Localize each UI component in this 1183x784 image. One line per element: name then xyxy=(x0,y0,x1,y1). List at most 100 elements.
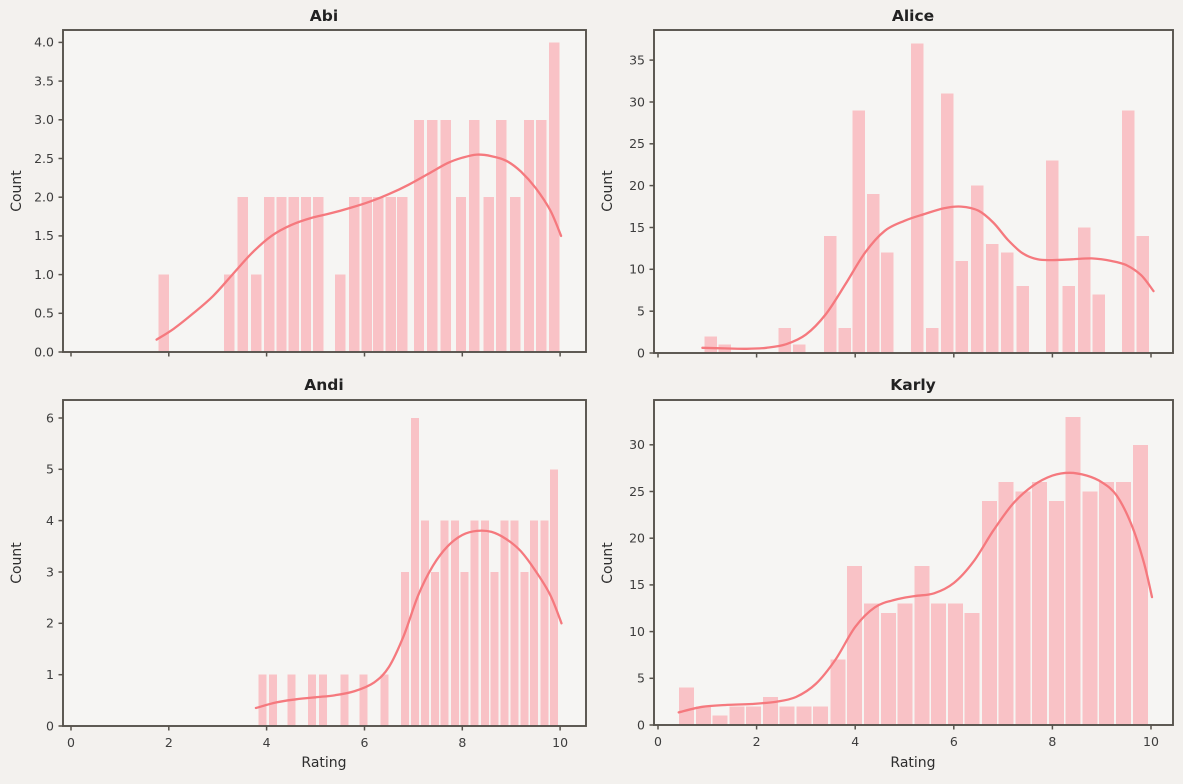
y-axis-label-andi: Count xyxy=(9,542,25,584)
x-tick-label: 10 xyxy=(1143,734,1159,749)
y-tick-label: 30 xyxy=(629,94,645,109)
y-tick-label: 10 xyxy=(629,262,645,277)
bar xyxy=(1001,252,1014,353)
bar xyxy=(981,500,997,725)
y-tick-label: 3 xyxy=(46,564,54,579)
y-tick-label: 5 xyxy=(637,671,645,686)
x-axis-label-andi: Rating xyxy=(301,755,347,771)
y-tick-label: 4.0 xyxy=(34,35,54,50)
x-tick-label: 4 xyxy=(851,734,859,749)
x-tick-label: 8 xyxy=(1048,734,1056,749)
y-tick-label: 4 xyxy=(46,513,54,528)
axes-spines-karly xyxy=(653,399,1174,726)
bar xyxy=(824,235,837,353)
kde-curve-abi xyxy=(155,153,563,341)
bar xyxy=(427,119,438,352)
subplot-abi: 0.0 0.5 1.0 1.5 2.0 2.5 3.0 3.5 4.0 xyxy=(34,29,587,359)
axes-spines-alice xyxy=(653,29,1174,354)
x-tick-label: 6 xyxy=(361,735,369,750)
bar xyxy=(695,706,711,725)
bar xyxy=(510,197,521,352)
y-tick-label: 35 xyxy=(629,52,645,67)
subplot-title-abi: Abi xyxy=(309,7,339,25)
x-axis-label-karly: Rating xyxy=(890,755,936,771)
bar xyxy=(1133,444,1149,725)
subplot-andi: 0 1 2 3 4 5 6 0 2 4 6 8 10 xyxy=(46,399,587,750)
x-tick-label: 2 xyxy=(165,735,173,750)
bar xyxy=(397,197,408,352)
bar xyxy=(971,185,984,353)
y-tick-label: 2 xyxy=(46,616,54,631)
bar xyxy=(1065,416,1081,725)
bar xyxy=(746,706,762,725)
y-tick-label: 6 xyxy=(46,410,54,425)
tick-marks-karly xyxy=(649,444,1152,730)
bar xyxy=(1015,491,1031,725)
y-tick-label: 3.0 xyxy=(34,112,54,127)
bar xyxy=(308,674,317,726)
bar xyxy=(250,274,262,352)
subplot-title-andi: Andi xyxy=(304,376,344,394)
tick-labels-andi: 0 1 2 3 4 5 6 0 2 4 6 8 10 xyxy=(46,410,568,750)
bar xyxy=(866,194,880,353)
bar xyxy=(830,659,846,725)
y-tick-label: 10 xyxy=(629,624,645,639)
x-tick-label: 4 xyxy=(263,735,271,750)
x-tick-label: 0 xyxy=(654,734,662,749)
y-axis-label-abi: Count xyxy=(9,170,25,212)
tick-labels-alice: 0 5 10 15 20 25 30 35 xyxy=(629,52,645,360)
bar xyxy=(813,706,829,725)
bar xyxy=(340,674,349,726)
bar xyxy=(520,572,529,726)
bar xyxy=(380,674,389,726)
bar xyxy=(910,43,924,354)
bar xyxy=(410,418,419,726)
bar xyxy=(796,706,812,725)
x-tick-label: 2 xyxy=(753,734,761,749)
bar xyxy=(881,252,894,353)
y-tick-label: 0.0 xyxy=(34,344,54,359)
y-tick-label: 5 xyxy=(46,462,54,477)
histogram-bars-alice xyxy=(704,43,1150,354)
bar xyxy=(964,612,980,725)
y-tick-label: 30 xyxy=(629,437,645,452)
bar xyxy=(1016,286,1029,353)
bar xyxy=(318,674,327,726)
y-tick-label: 0 xyxy=(46,718,54,733)
x-tick-label: 10 xyxy=(552,735,568,750)
y-tick-label: 1.5 xyxy=(34,228,54,243)
tick-marks-abi xyxy=(58,41,561,357)
bar xyxy=(440,520,449,726)
y-tick-label: 5 xyxy=(637,304,645,319)
y-tick-label: 15 xyxy=(629,220,645,235)
bar xyxy=(224,274,235,352)
bar xyxy=(361,197,372,352)
bar xyxy=(359,674,368,726)
y-tick-label: 2.0 xyxy=(34,190,54,205)
bar xyxy=(288,197,299,352)
bar xyxy=(385,197,396,352)
y-tick-label: 25 xyxy=(629,484,645,499)
histogram-bars-karly xyxy=(679,416,1149,725)
bar xyxy=(530,520,539,726)
histogram-bars-andi xyxy=(258,418,559,726)
y-axis-label-alice: Count xyxy=(600,170,616,212)
bar xyxy=(985,244,999,353)
bar xyxy=(1048,500,1064,725)
kde-curve-alice xyxy=(701,205,1155,350)
y-axis-label-karly: Count xyxy=(600,542,616,584)
y-tick-label: 15 xyxy=(629,577,645,592)
histogram-bars-abi xyxy=(158,42,560,353)
y-tick-label: 20 xyxy=(629,531,645,546)
bar xyxy=(838,327,851,353)
bar xyxy=(897,603,913,725)
bar xyxy=(510,520,519,726)
bar xyxy=(269,674,277,726)
bar xyxy=(1032,482,1048,725)
bar xyxy=(914,566,930,725)
bar xyxy=(450,520,459,726)
y-tick-label: 2.5 xyxy=(34,151,54,166)
bar xyxy=(470,520,479,726)
kde-curve-karly xyxy=(677,471,1154,714)
